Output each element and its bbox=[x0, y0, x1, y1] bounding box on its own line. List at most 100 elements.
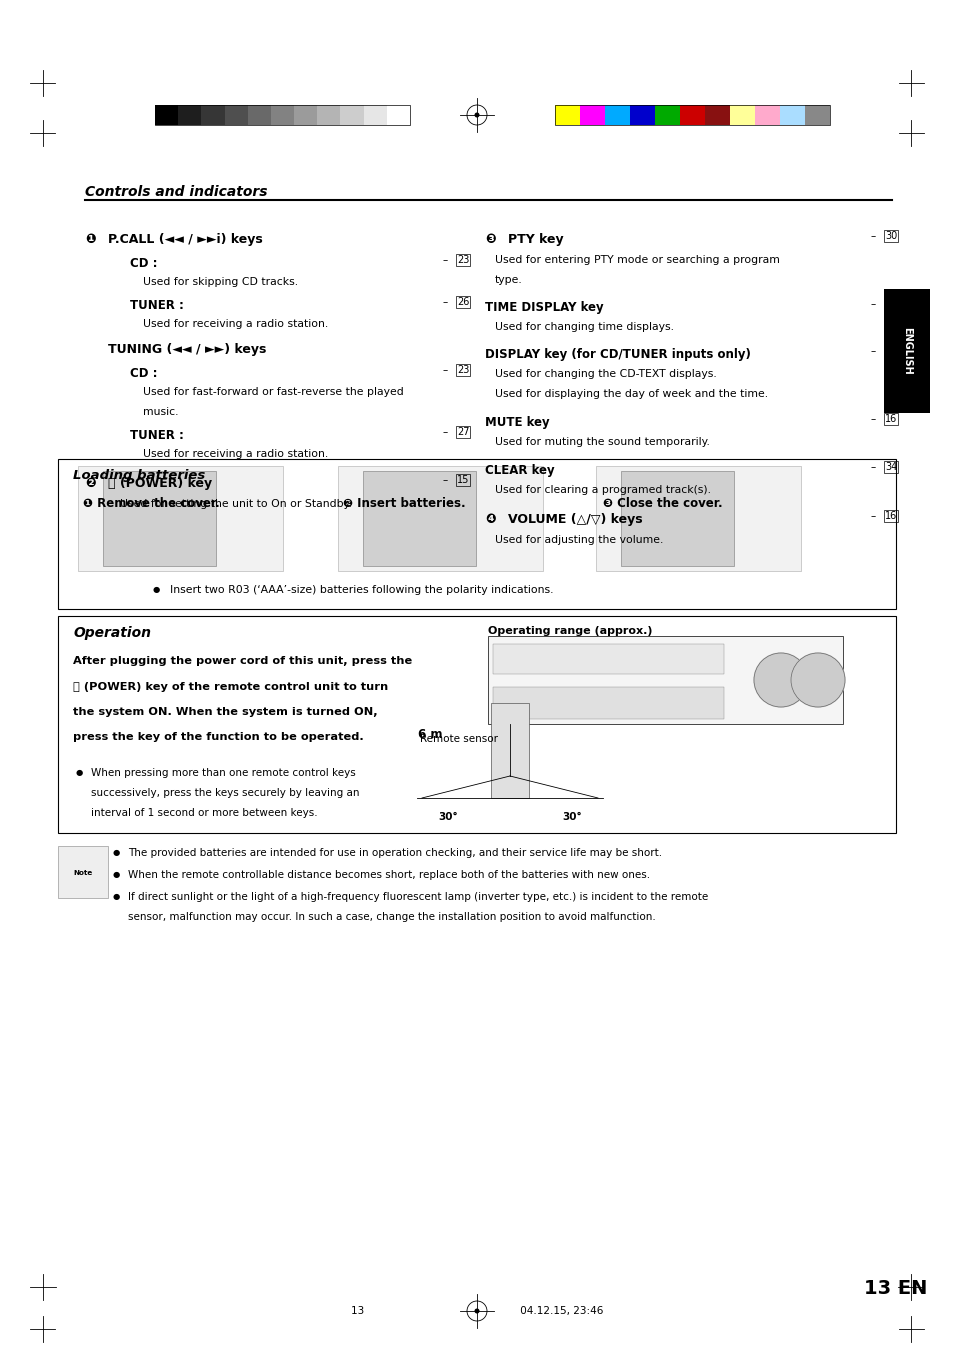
Text: ⏻ (POWER) key: ⏻ (POWER) key bbox=[108, 477, 212, 490]
Bar bbox=[555, 105, 829, 126]
Text: Used for changing time displays.: Used for changing time displays. bbox=[495, 322, 673, 332]
Text: Used for adjusting the volume.: Used for adjusting the volume. bbox=[495, 535, 662, 544]
Text: 26: 26 bbox=[456, 297, 469, 307]
Bar bbox=[754, 105, 780, 126]
Text: 27: 27 bbox=[456, 427, 469, 436]
Text: sensor, malfunction may occur. In such a case, change the installation position : sensor, malfunction may occur. In such a… bbox=[128, 912, 655, 921]
Text: interval of 1 second or more between keys.: interval of 1 second or more between key… bbox=[91, 808, 317, 817]
Bar bbox=[579, 105, 604, 126]
Text: –: – bbox=[870, 462, 875, 471]
Bar bbox=[294, 105, 317, 126]
Text: The provided batteries are intended for use in operation checking, and their ser: The provided batteries are intended for … bbox=[128, 848, 661, 858]
Text: Operation: Operation bbox=[73, 626, 151, 640]
Text: –: – bbox=[870, 299, 875, 309]
Text: ●: ● bbox=[112, 892, 120, 901]
Text: Used for setting the unit to On or Standby.: Used for setting the unit to On or Stand… bbox=[120, 499, 352, 509]
Text: 30: 30 bbox=[884, 231, 896, 240]
Text: –: – bbox=[442, 297, 448, 307]
Text: ●: ● bbox=[112, 848, 120, 857]
Text: CD :: CD : bbox=[130, 257, 157, 270]
Text: ❸ Close the cover.: ❸ Close the cover. bbox=[602, 497, 721, 509]
Bar bbox=[363, 471, 476, 566]
Text: 15: 15 bbox=[456, 476, 469, 485]
Bar bbox=[337, 466, 542, 571]
Text: 24: 24 bbox=[883, 346, 896, 357]
Bar bbox=[488, 636, 842, 724]
Text: –: – bbox=[870, 511, 875, 521]
Text: Insert two R03 (‘AAA’-size) batteries following the polarity indications.: Insert two R03 (‘AAA’-size) batteries fo… bbox=[170, 585, 553, 594]
Text: VOLUME (△/▽) keys: VOLUME (△/▽) keys bbox=[507, 513, 642, 526]
Bar bbox=[58, 459, 895, 609]
Text: successively, press the keys securely by leaving an: successively, press the keys securely by… bbox=[91, 788, 359, 798]
Text: music.: music. bbox=[143, 407, 178, 417]
Text: 30°: 30° bbox=[561, 812, 581, 821]
Text: CLEAR key: CLEAR key bbox=[484, 463, 554, 477]
Text: DISPLAY key (for CD/TUNER inputs only): DISPLAY key (for CD/TUNER inputs only) bbox=[484, 349, 750, 361]
Text: Used for fast-forward or fast-reverse the played: Used for fast-forward or fast-reverse th… bbox=[143, 386, 403, 397]
Text: 13 EN: 13 EN bbox=[863, 1279, 926, 1298]
Bar bbox=[317, 105, 340, 126]
Bar bbox=[604, 105, 629, 126]
Bar bbox=[154, 105, 410, 126]
Text: 23: 23 bbox=[456, 255, 469, 265]
Bar bbox=[780, 105, 804, 126]
Text: 6 m: 6 m bbox=[417, 728, 442, 740]
Bar bbox=[679, 105, 704, 126]
Text: Used for entering PTY mode or searching a program: Used for entering PTY mode or searching … bbox=[495, 255, 779, 265]
Bar bbox=[629, 105, 655, 126]
Text: 34: 34 bbox=[884, 462, 896, 471]
Bar bbox=[655, 105, 679, 126]
Text: PTY key: PTY key bbox=[507, 232, 563, 246]
Text: Used for receiving a radio station.: Used for receiving a radio station. bbox=[143, 449, 328, 459]
Text: Used for displaying the day of week and the time.: Used for displaying the day of week and … bbox=[495, 389, 767, 399]
Text: ❸: ❸ bbox=[484, 232, 496, 246]
Text: ●: ● bbox=[76, 767, 83, 777]
Text: Note: Note bbox=[73, 870, 92, 875]
Text: CD :: CD : bbox=[130, 367, 157, 380]
Text: ENGLISH: ENGLISH bbox=[901, 327, 911, 374]
Text: 16: 16 bbox=[884, 413, 896, 424]
Bar bbox=[154, 105, 178, 126]
Bar bbox=[340, 105, 363, 126]
Text: –: – bbox=[870, 346, 875, 357]
Bar bbox=[491, 703, 529, 798]
Text: –: – bbox=[442, 255, 448, 265]
Bar bbox=[224, 105, 248, 126]
Bar bbox=[620, 471, 733, 566]
Text: 24: 24 bbox=[883, 299, 896, 309]
Text: –: – bbox=[442, 365, 448, 376]
Text: ●: ● bbox=[152, 585, 160, 594]
Text: If direct sunlight or the light of a high-frequency fluorescent lamp (inverter t: If direct sunlight or the light of a hig… bbox=[128, 892, 707, 902]
Text: Operating range (approx.): Operating range (approx.) bbox=[488, 626, 652, 636]
Bar bbox=[178, 105, 201, 126]
Text: –: – bbox=[870, 231, 875, 240]
Bar bbox=[596, 466, 801, 571]
Text: Loading batteries: Loading batteries bbox=[73, 469, 205, 482]
Bar bbox=[248, 105, 271, 126]
Bar bbox=[58, 846, 108, 898]
Bar bbox=[363, 105, 386, 126]
Text: Controls and indicators: Controls and indicators bbox=[85, 185, 267, 199]
Bar bbox=[804, 105, 829, 126]
Text: Remote sensor: Remote sensor bbox=[419, 734, 497, 744]
Text: ❷ Insert batteries.: ❷ Insert batteries. bbox=[343, 497, 465, 509]
Text: TIME DISPLAY key: TIME DISPLAY key bbox=[484, 301, 603, 313]
Bar bbox=[78, 466, 283, 571]
Text: ❶: ❶ bbox=[85, 232, 95, 246]
Text: –: – bbox=[870, 413, 875, 424]
Text: press the key of the function to be operated.: press the key of the function to be oper… bbox=[73, 732, 363, 743]
Bar bbox=[201, 105, 224, 126]
Text: ❷: ❷ bbox=[85, 477, 95, 490]
Text: ❶ Remove the cover.: ❶ Remove the cover. bbox=[83, 497, 219, 509]
Circle shape bbox=[475, 1309, 478, 1313]
Bar bbox=[493, 688, 723, 719]
Text: Used for skipping CD tracks.: Used for skipping CD tracks. bbox=[143, 277, 297, 286]
Text: 30°: 30° bbox=[437, 812, 457, 821]
Text: When the remote controllable distance becomes short, replace both of the batteri: When the remote controllable distance be… bbox=[128, 870, 649, 880]
Bar bbox=[555, 105, 579, 126]
Text: ❹: ❹ bbox=[484, 513, 496, 526]
Text: After plugging the power cord of this unit, press the: After plugging the power cord of this un… bbox=[73, 657, 412, 666]
Text: –: – bbox=[442, 427, 448, 436]
Circle shape bbox=[753, 653, 807, 707]
Text: TUNING (◄◄ / ►►) keys: TUNING (◄◄ / ►►) keys bbox=[108, 343, 266, 357]
